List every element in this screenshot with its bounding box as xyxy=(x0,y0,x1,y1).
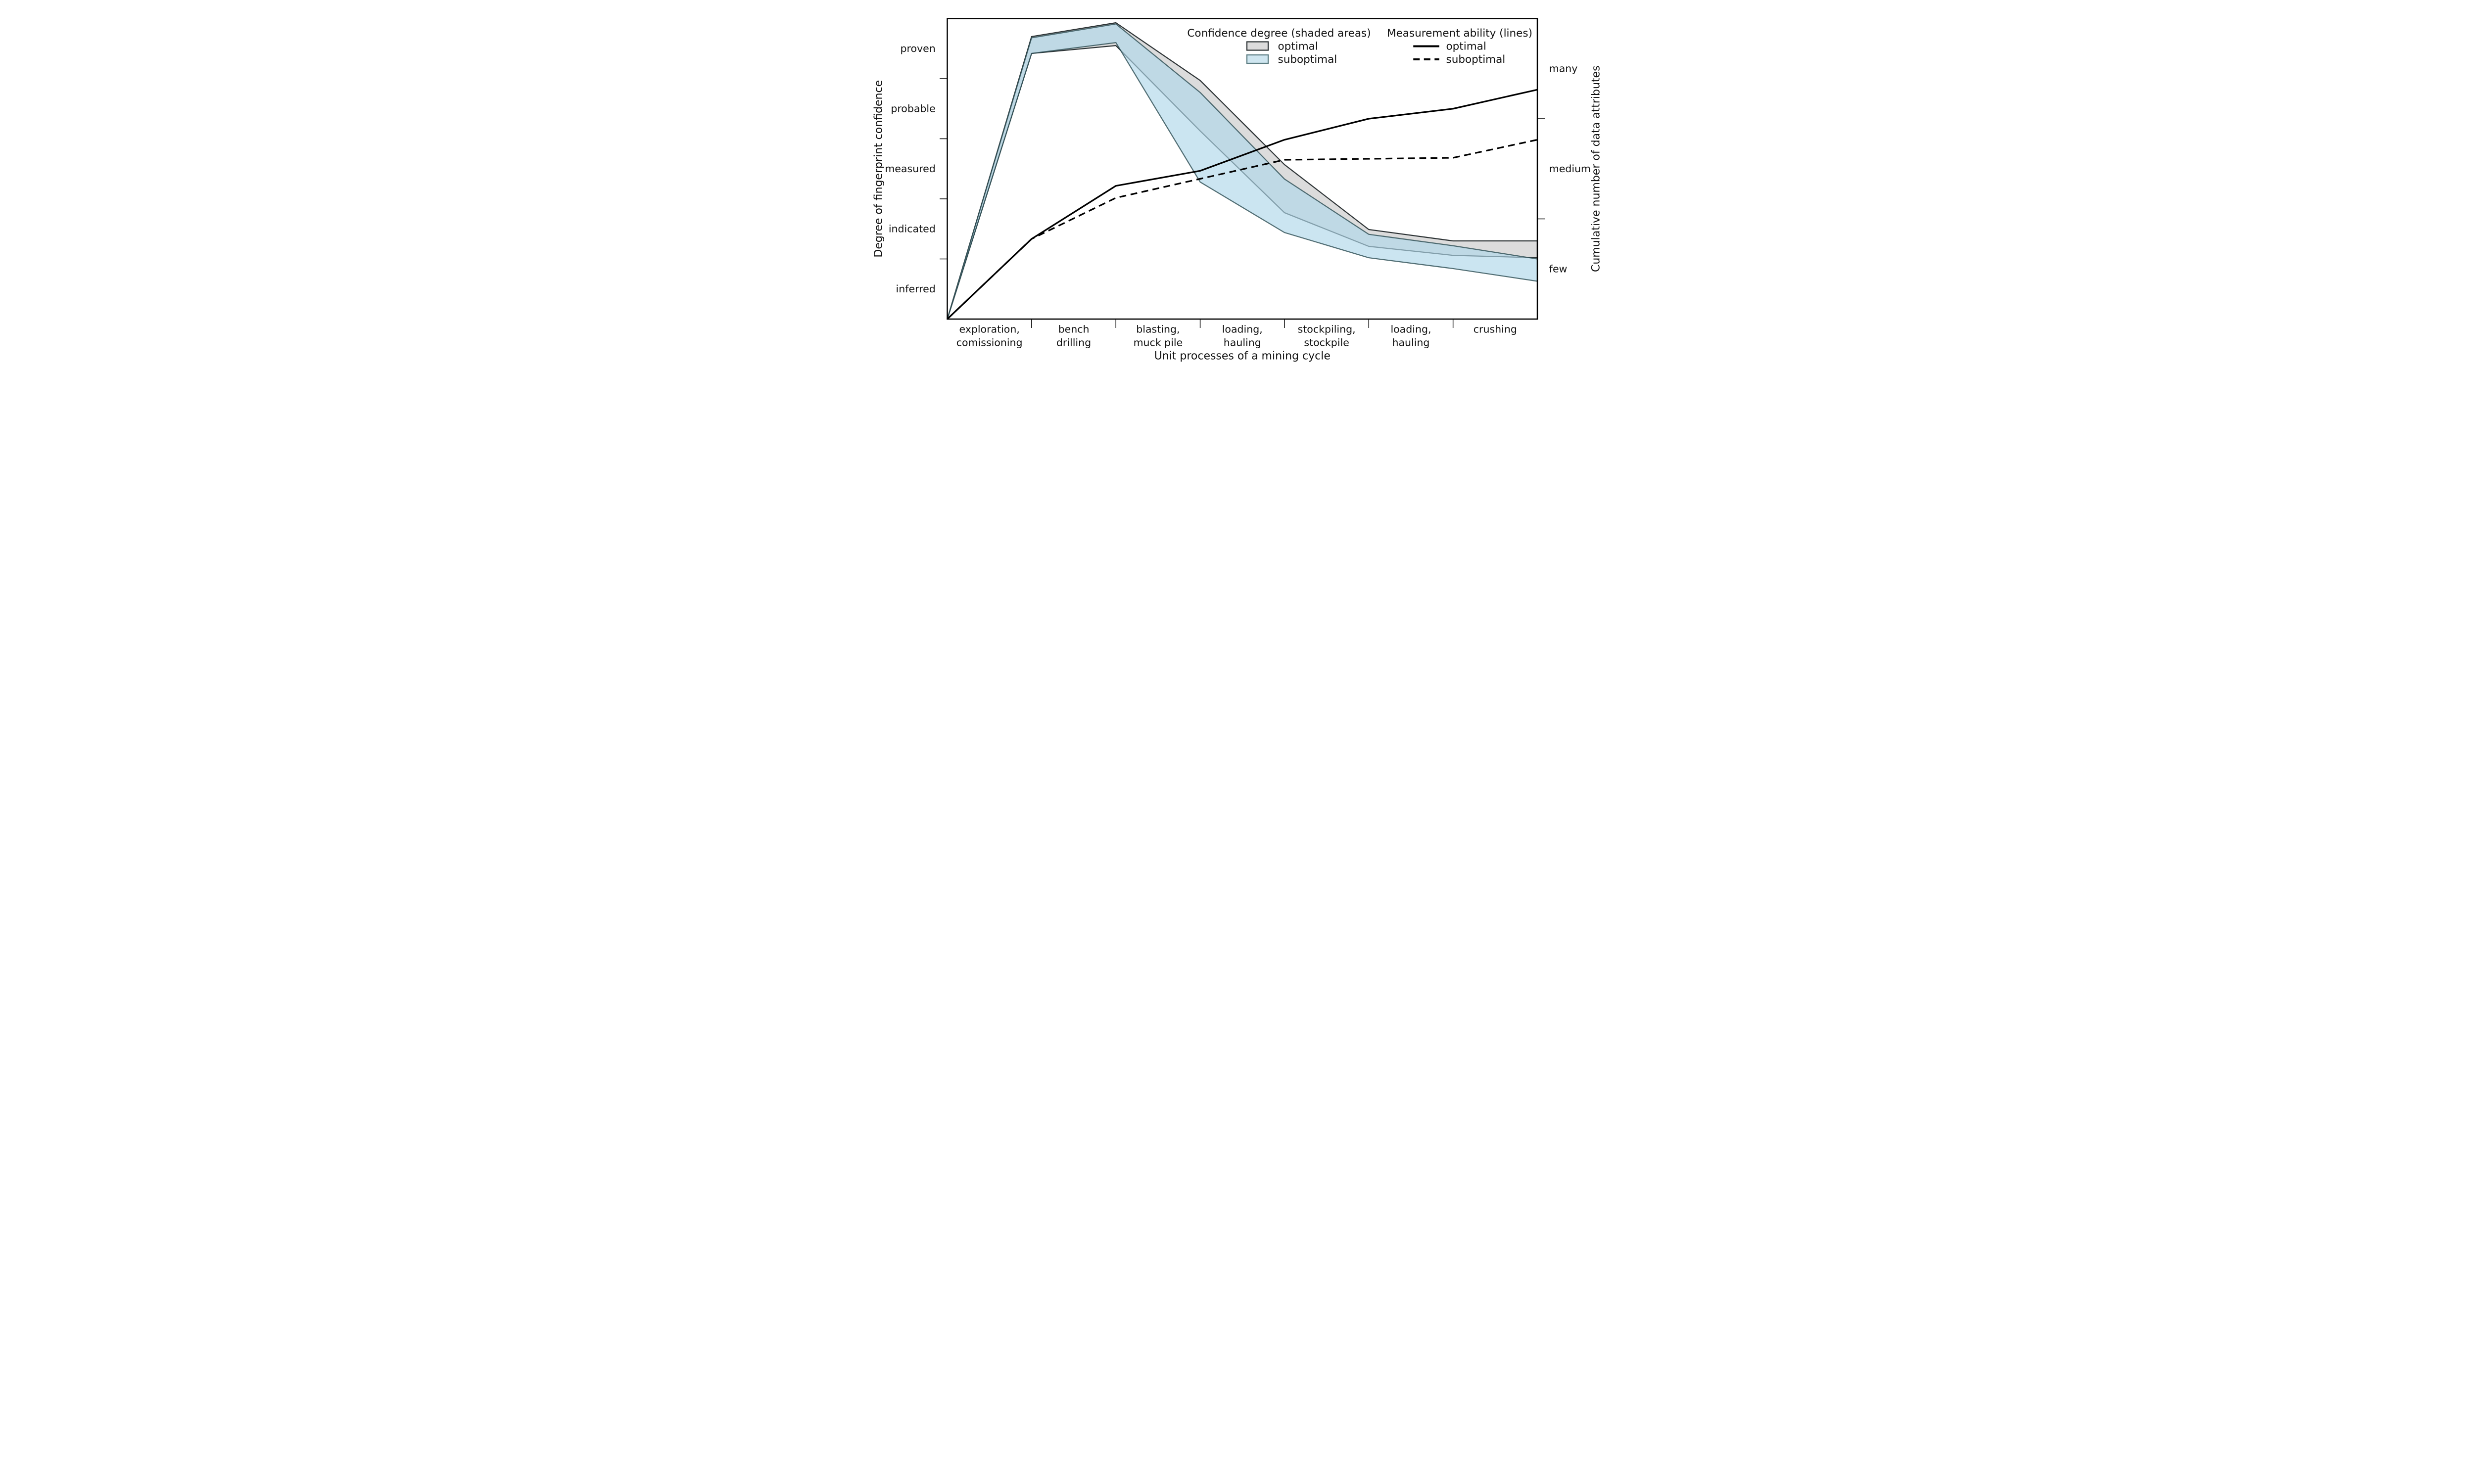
legend-lines-optimal-label: optimal xyxy=(1446,41,1486,53)
legend-swatch-suboptimal xyxy=(1246,54,1269,64)
measurement-lines-layer xyxy=(947,89,1538,320)
x-category-label-line2: muck pile xyxy=(1134,337,1183,349)
optimal-measurement-line xyxy=(947,89,1538,320)
y-left-label-measured: measured xyxy=(885,163,935,175)
y-left-label-proven: proven xyxy=(900,43,935,54)
x-category-label-line2: hauling xyxy=(1392,337,1429,349)
x-category-label: loading, xyxy=(1390,324,1431,335)
plot-frame xyxy=(947,18,1538,320)
legend-lines: Measurement ability (lines) optimal subo… xyxy=(1387,27,1532,66)
y-right-label-medium: medium xyxy=(1549,163,1591,175)
y-axis-left-title: Degree of fingerprint confidence xyxy=(873,80,885,258)
shaded-areas-layer xyxy=(947,22,1538,320)
x-axis-title: Unit processes of a mining cycle xyxy=(1154,350,1331,362)
x-category-label-line2: drilling xyxy=(1056,337,1091,349)
axis-ticks-layer xyxy=(940,78,1545,328)
x-category-label: loading, xyxy=(1222,324,1263,335)
legend-lines-suboptimal-label: suboptimal xyxy=(1446,53,1506,66)
axis-tick-labels-layer: proven probable measured indicated inferred m… xyxy=(885,43,1591,348)
x-category-label-line2: stockpile xyxy=(1304,337,1349,349)
x-category-label: bench xyxy=(1058,324,1090,335)
chart-svg: proven probable measured indicated inferred m… xyxy=(873,18,1603,362)
x-category-label-line2: hauling xyxy=(1224,337,1261,349)
y-left-label-probable: probable xyxy=(891,103,935,115)
mining-cycle-confidence-chart: proven probable measured indicated inferred m… xyxy=(866,0,1608,371)
x-category-label: stockpiling, xyxy=(1298,324,1356,335)
y-right-label-many: many xyxy=(1549,63,1578,75)
suboptimal-confidence-band xyxy=(947,23,1538,320)
suboptimal-measurement-line xyxy=(947,139,1538,320)
legend-areas-title: Confidence degree (shaded areas) xyxy=(1187,27,1371,40)
legend-areas-optimal-label: optimal xyxy=(1278,41,1318,53)
x-category-label-line2: comissioning xyxy=(956,337,1023,349)
legend-areas: Confidence degree (shaded areas) optimal… xyxy=(1187,27,1371,66)
y-right-label-few: few xyxy=(1549,263,1568,275)
y-axis-right-title: Cumulative number of data attributes xyxy=(1590,65,1603,272)
legend-areas-suboptimal-label: suboptimal xyxy=(1278,53,1337,66)
x-category-label: exploration, xyxy=(959,324,1019,335)
legend-lines-title: Measurement ability (lines) xyxy=(1387,27,1532,40)
x-category-label: crushing xyxy=(1474,324,1517,335)
y-left-label-indicated: indicated xyxy=(889,223,936,235)
legend-swatch-optimal xyxy=(1246,41,1269,51)
x-category-label: blasting, xyxy=(1136,324,1180,335)
y-left-label-inferred: inferred xyxy=(896,283,936,295)
